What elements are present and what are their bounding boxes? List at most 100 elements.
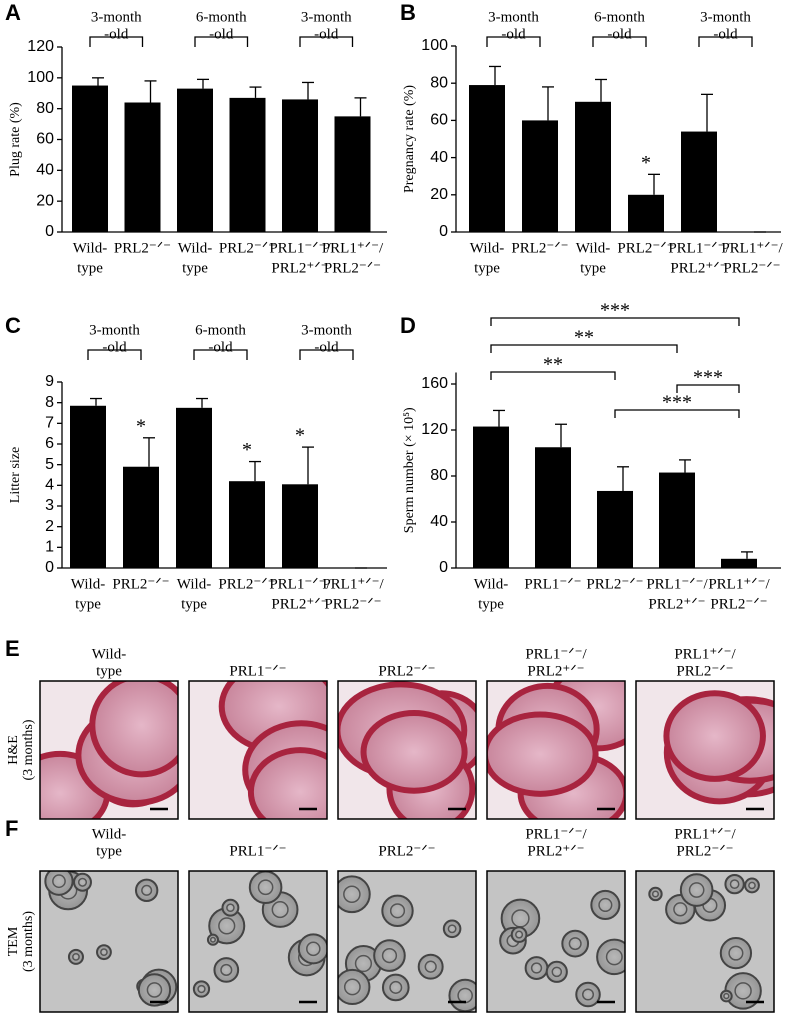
significance-star: * bbox=[641, 152, 651, 174]
x-tick-label: type bbox=[474, 260, 500, 276]
y-tick-label: 100 bbox=[421, 37, 448, 54]
bar bbox=[123, 466, 159, 568]
comparison-label: *** bbox=[693, 367, 723, 389]
organelle-core bbox=[568, 937, 582, 951]
organelle bbox=[524, 956, 549, 980]
y-tick-label: 1 bbox=[45, 539, 54, 556]
group-label: -old bbox=[501, 26, 526, 42]
significance-star: * bbox=[136, 415, 146, 437]
column-label: PRL1⁺ᐟ⁻/ bbox=[674, 646, 736, 662]
organelle-core bbox=[723, 992, 730, 1000]
group-label: -old bbox=[209, 26, 234, 42]
organelle bbox=[679, 873, 714, 907]
organelle-core bbox=[52, 874, 66, 889]
comparison-label: ** bbox=[574, 327, 594, 349]
micrograph bbox=[487, 681, 625, 819]
group-label: 3-month bbox=[488, 9, 539, 25]
y-tick-label: 9 bbox=[45, 373, 54, 390]
y-tick-label: 0 bbox=[439, 223, 448, 240]
organelle bbox=[561, 929, 590, 958]
x-tick-label: Wild- bbox=[177, 576, 211, 592]
x-tick-label: PRL1⁻ᐟ⁻/ bbox=[668, 240, 730, 256]
x-tick-label: PRL2⁻ᐟ⁻ bbox=[511, 240, 568, 256]
x-tick-label: PRL2⁺ᐟ⁻ bbox=[648, 596, 705, 612]
y-tick-label: 80 bbox=[36, 100, 54, 117]
micrograph bbox=[338, 681, 476, 819]
group-label: 6-month bbox=[196, 9, 247, 25]
group-bracket bbox=[299, 349, 354, 360]
x-tick-label: PRL1⁻ᐟ⁻/ bbox=[269, 240, 331, 256]
micrograph-border bbox=[39, 870, 179, 1013]
x-tick-label: PRL1⁻ᐟ⁻/ bbox=[269, 576, 331, 592]
organelle bbox=[510, 926, 528, 943]
organelle-core bbox=[748, 881, 756, 890]
x-tick-label: Wild- bbox=[474, 576, 508, 592]
y-tick-label: 120 bbox=[27, 38, 54, 55]
comparison-bracket bbox=[614, 409, 740, 418]
column-label: PRL1⁻ᐟ⁻ bbox=[229, 843, 286, 859]
organelle-core bbox=[598, 897, 613, 913]
micrograph bbox=[40, 681, 178, 819]
micrograph-border bbox=[635, 870, 775, 1013]
organelle bbox=[44, 871, 74, 896]
organelle-core bbox=[515, 930, 524, 939]
column-label: Wild- bbox=[92, 826, 126, 842]
group-label: -old bbox=[607, 26, 632, 42]
y-tick-label: 120 bbox=[421, 421, 448, 438]
group-label: 3-month bbox=[301, 322, 352, 338]
organelle bbox=[724, 972, 762, 1010]
x-tick-label: PRL2⁻ᐟ⁻ bbox=[324, 596, 381, 612]
x-tick-label: PRL2⁻ᐟ⁻ bbox=[723, 260, 780, 276]
organelle-core bbox=[530, 962, 543, 974]
organelle-core bbox=[257, 879, 274, 896]
x-tick-label: type bbox=[77, 260, 103, 276]
group-label: 3-month bbox=[700, 9, 751, 25]
organelle-core bbox=[389, 980, 403, 994]
y-axis-label: Litter size bbox=[8, 447, 23, 503]
bar bbox=[282, 99, 318, 233]
organelle bbox=[724, 873, 745, 895]
micrograph bbox=[487, 871, 625, 1012]
organelle bbox=[448, 978, 476, 1012]
tubule bbox=[89, 681, 178, 778]
organelle-core bbox=[651, 890, 660, 898]
x-tick-label: PRL1⁺ᐟ⁻/ bbox=[721, 240, 783, 256]
organelle-core bbox=[226, 903, 235, 913]
organelle-core bbox=[728, 945, 744, 961]
y-tick-label: 40 bbox=[36, 162, 54, 179]
y-tick-label: 40 bbox=[430, 149, 448, 166]
organelle bbox=[221, 898, 240, 917]
bar bbox=[124, 102, 161, 232]
organelle-core bbox=[77, 877, 88, 887]
bar bbox=[575, 101, 611, 232]
y-tick-label: 20 bbox=[36, 192, 54, 209]
y-tick-label: 7 bbox=[45, 415, 54, 432]
x-tick-label: PRL2⁺ᐟ⁻ bbox=[670, 260, 727, 276]
bar bbox=[70, 405, 106, 568]
row-label: TEM bbox=[6, 926, 21, 956]
bar bbox=[473, 426, 509, 568]
organelle bbox=[96, 944, 112, 961]
bar bbox=[535, 447, 571, 568]
organelle-core bbox=[141, 884, 153, 896]
group-bracket bbox=[193, 349, 248, 360]
group-bracket bbox=[486, 36, 541, 47]
comparison-label: *** bbox=[600, 300, 630, 322]
x-tick-label: type bbox=[478, 596, 504, 612]
organelle bbox=[442, 919, 462, 939]
y-tick-label: 6 bbox=[45, 435, 54, 452]
bar bbox=[469, 85, 505, 232]
x-tick-label: Wild- bbox=[178, 240, 212, 256]
column-label: PRL2⁺ᐟ⁻ bbox=[527, 663, 584, 679]
organelle-core bbox=[220, 963, 233, 977]
y-tick-label: 0 bbox=[45, 223, 54, 240]
bar bbox=[721, 558, 757, 568]
organelle bbox=[381, 894, 414, 927]
column-label: type bbox=[96, 663, 122, 679]
organelle-core bbox=[354, 954, 373, 973]
organelle bbox=[719, 989, 733, 1003]
x-tick-label: Wild- bbox=[73, 240, 107, 256]
y-tick-label: 3 bbox=[45, 497, 54, 514]
organelle bbox=[596, 938, 625, 976]
organelle bbox=[192, 980, 211, 998]
